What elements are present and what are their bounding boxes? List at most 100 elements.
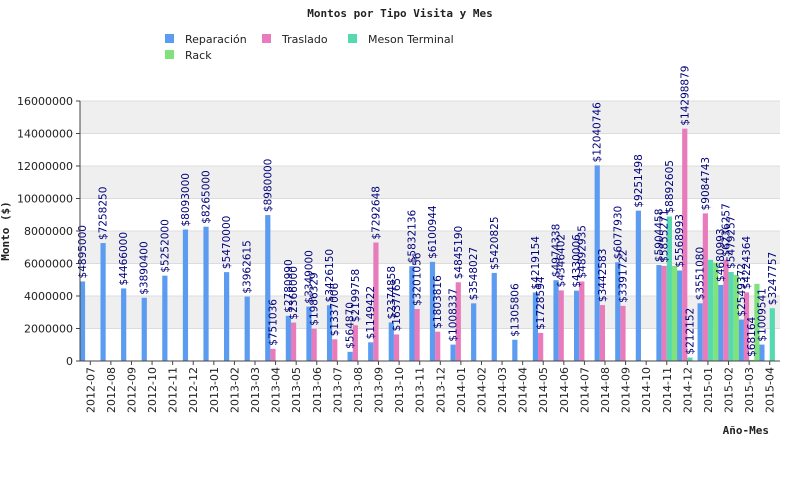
data-label: $5252000 <box>159 219 171 272</box>
bar-rack <box>754 283 760 361</box>
bar-reparaci-n <box>121 288 127 361</box>
bar-reparaci-n <box>388 322 394 361</box>
bar-reparaci-n <box>347 351 353 361</box>
data-label: $5855271 <box>659 209 671 262</box>
data-label: $2374858 <box>386 266 398 319</box>
grid-band <box>80 101 780 134</box>
bar-reparaci-n <box>141 297 147 361</box>
x-tick-label: 2014-04 <box>517 367 530 413</box>
bar-traslado <box>352 325 358 361</box>
bar-rack <box>713 262 719 361</box>
y-tick-label: 12000000 <box>17 160 73 173</box>
bar-reparaci-n <box>491 272 497 361</box>
x-tick-label: 2013-01 <box>208 367 221 413</box>
bar-reparaci-n <box>553 280 559 361</box>
bar-meson-terminal <box>769 308 775 361</box>
x-tick-label: 2013-04 <box>270 367 283 413</box>
data-label: $3426150 <box>324 249 336 302</box>
y-tick-label: 10000000 <box>17 193 73 206</box>
x-tick-label: 2014-06 <box>558 367 571 413</box>
x-tick-label: 2013-03 <box>249 367 262 413</box>
data-label: $4892935 <box>576 225 588 278</box>
bar-traslado <box>290 322 297 361</box>
legend-swatch <box>348 34 357 43</box>
y-tick-label: 14000000 <box>17 128 73 141</box>
x-tick-label: 2013-02 <box>228 367 241 413</box>
bars <box>79 128 775 361</box>
data-label: $8093000 <box>180 173 192 226</box>
data-label: $3890400 <box>139 241 151 294</box>
data-label: $5420825 <box>489 216 501 269</box>
data-label: $8980000 <box>262 159 274 212</box>
data-label: $5479257 <box>726 216 738 269</box>
x-tick-label: 2013-09 <box>373 367 386 413</box>
data-label: $8265000 <box>201 170 213 223</box>
data-label: $4346402 <box>556 234 568 287</box>
data-label: $2199758 <box>350 269 362 322</box>
data-label: $7258250 <box>98 187 110 240</box>
bar-reparaci-n <box>635 210 641 361</box>
x-tick-label: 2014-08 <box>599 367 612 413</box>
x-tick-label: 2015-02 <box>723 367 736 413</box>
bar-traslado <box>579 281 585 361</box>
bar-traslado <box>538 332 544 361</box>
x-tick-label: 2013-05 <box>290 367 303 413</box>
y-tick-label: 6000000 <box>24 258 73 271</box>
bar-traslado <box>682 128 688 361</box>
data-labels: $4895000 $7258250 $4466000 $3890400 $5252000… <box>77 66 779 357</box>
bar-reparaci-n <box>224 272 230 361</box>
x-tick-label: 2014-11 <box>661 367 674 413</box>
x-axis-title: Año-Mes <box>723 424 769 437</box>
chart-title: Montos por Tipo Visita y Mes <box>307 7 492 20</box>
bar-reparaci-n <box>306 306 312 361</box>
x-tick-label: 2013-11 <box>414 367 427 413</box>
grid-band <box>80 166 780 199</box>
x-tick-label: 2013-06 <box>311 367 324 413</box>
data-label: $4330006 <box>571 234 583 288</box>
x-tick-label: 2014-10 <box>640 367 653 413</box>
legend-label: Reparación <box>185 33 247 46</box>
bar-reparaci-n <box>759 344 765 361</box>
y-tick-label: 8000000 <box>24 225 73 238</box>
data-label: $3548027 <box>468 247 480 300</box>
x-tick-label: 2012-07 <box>84 367 97 413</box>
bar-traslado <box>373 242 379 361</box>
x-tick-label: 2012-08 <box>105 367 118 413</box>
bar-reparaci-n <box>100 243 106 361</box>
data-label: $1337006 <box>329 283 341 337</box>
legend-swatch <box>262 34 271 43</box>
y-axis-ticks: 0 2000000 4000000 6000000 8000000 10000000 120… <box>17 95 80 368</box>
bar-traslado <box>435 331 441 361</box>
bar-traslado <box>743 292 750 361</box>
data-label: $3247757 <box>767 252 779 305</box>
bar-reparaci-n <box>182 229 189 361</box>
bar-traslado <box>332 339 338 361</box>
data-label: $9084743 <box>700 157 712 210</box>
x-tick-label: 2014-01 <box>455 367 468 413</box>
bar-reparaci-n <box>368 342 374 361</box>
data-label: $14298879 <box>679 66 691 126</box>
x-tick-label: 2015-01 <box>702 367 715 413</box>
bar-reparaci-n <box>409 266 415 361</box>
x-tick-label: 2013-10 <box>393 367 406 413</box>
bar-reparaci-n <box>738 319 744 361</box>
y-axis-title: Monto ($) <box>0 201 12 261</box>
data-label: $2780990 <box>283 259 295 312</box>
bar-reparaci-n <box>594 165 600 361</box>
data-label: $564870 <box>345 302 357 349</box>
bar-reparaci-n <box>574 290 580 361</box>
data-label: $12040746 <box>592 102 604 162</box>
x-tick-label: 2014-12 <box>681 367 694 413</box>
bar-reparaci-n <box>615 262 621 361</box>
data-label: $2549372 <box>736 263 748 316</box>
y-tick-label: 0 <box>66 355 73 368</box>
bar-traslado <box>661 265 667 361</box>
data-label: $8892605 <box>664 160 676 213</box>
data-label: $6077930 <box>612 206 624 259</box>
data-label: $1637765 <box>391 278 403 331</box>
bar-traslado <box>599 305 605 361</box>
data-label: $5470000 <box>221 216 233 269</box>
data-label: $68164 <box>746 316 758 356</box>
bar-reparaci-n <box>244 296 250 361</box>
